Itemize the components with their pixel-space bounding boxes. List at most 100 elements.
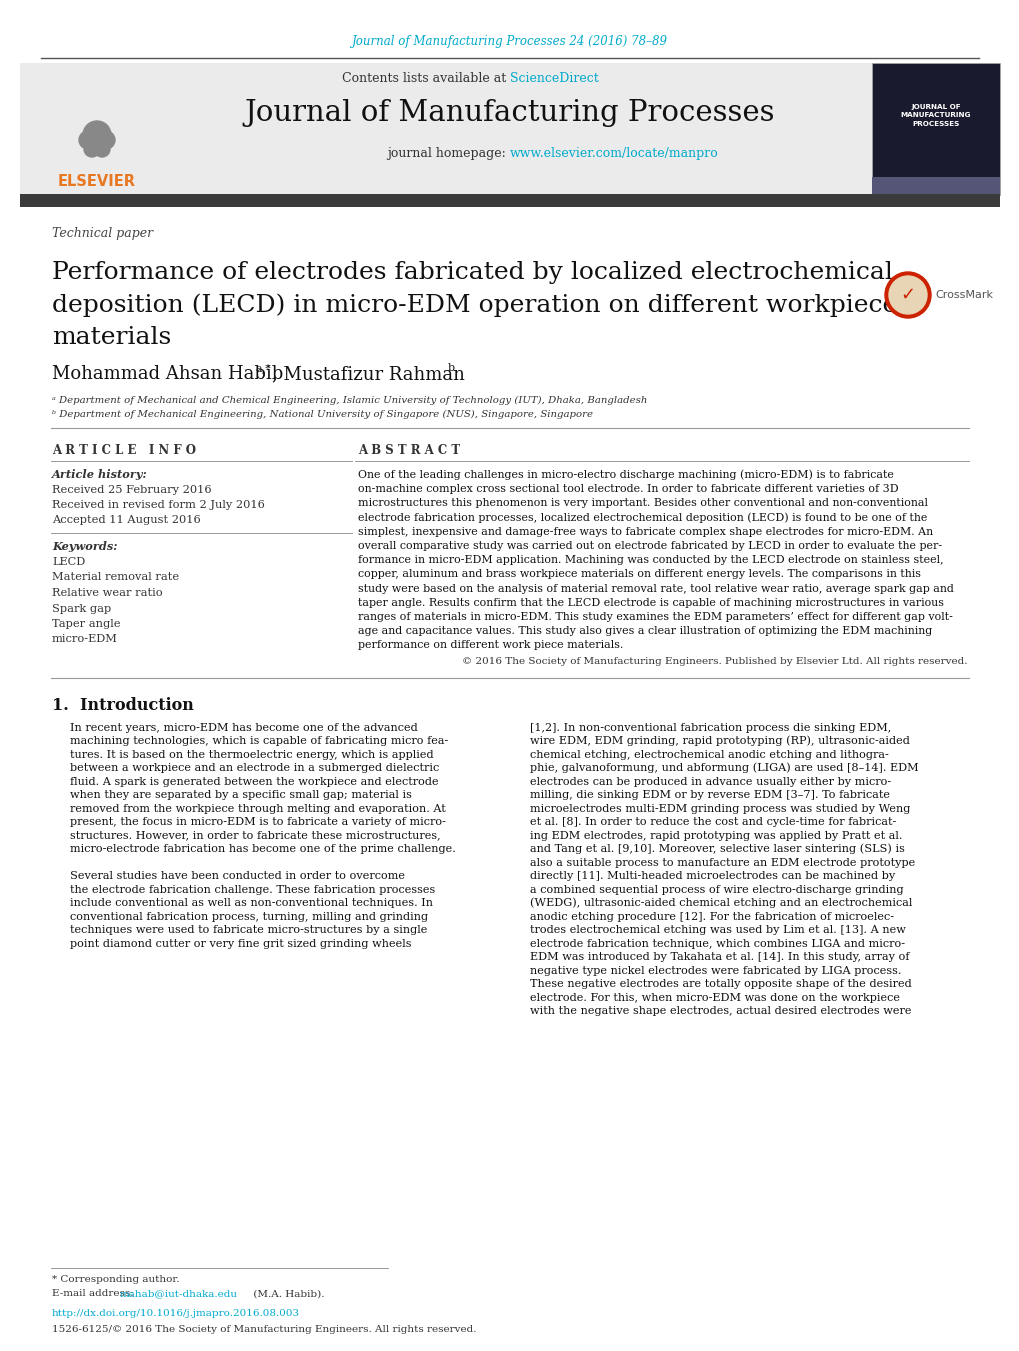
Text: ELSEVIER: ELSEVIER — [58, 174, 136, 189]
Circle shape — [884, 272, 930, 317]
Text: between a workpiece and an electrode in a submerged dielectric: between a workpiece and an electrode in … — [70, 763, 439, 773]
Text: EDM was introduced by Takahata et al. [14]. In this study, array of: EDM was introduced by Takahata et al. [1… — [530, 952, 909, 962]
Text: One of the leading challenges in micro-electro discharge machining (micro-EDM) i: One of the leading challenges in micro-e… — [358, 470, 893, 481]
Text: et al. [8]. In order to reduce the cost and cycle-time for fabricat-: et al. [8]. In order to reduce the cost … — [530, 817, 896, 827]
Bar — [871, 177, 999, 195]
Text: microstructures this phenomenon is very important. Besides other conventional an: microstructures this phenomenon is very … — [358, 499, 927, 508]
Text: electrode fabrication technique, which combines LIGA and micro-: electrode fabrication technique, which c… — [530, 939, 904, 948]
Text: Spark gap: Spark gap — [52, 604, 111, 613]
Text: when they are separated by a specific small gap; material is: when they are separated by a specific sm… — [70, 790, 412, 800]
Circle shape — [94, 141, 110, 157]
Circle shape — [97, 131, 115, 149]
Text: http://dx.doi.org/10.1016/j.jmapro.2016.08.003: http://dx.doi.org/10.1016/j.jmapro.2016.… — [52, 1309, 300, 1317]
Text: These negative electrodes are totally opposite shape of the desired: These negative electrodes are totally op… — [530, 979, 911, 989]
Text: micro-electrode fabrication has become one of the prime challenge.: micro-electrode fabrication has become o… — [70, 844, 455, 854]
Text: Technical paper: Technical paper — [52, 227, 153, 239]
Circle shape — [889, 276, 926, 313]
Text: tures. It is based on the thermoelectric energy, which is applied: tures. It is based on the thermoelectric… — [70, 750, 433, 759]
Text: LECD: LECD — [52, 557, 86, 567]
Text: (M.A. Habib).: (M.A. Habib). — [250, 1289, 324, 1298]
Text: point diamond cutter or very fine grit sized grinding wheels: point diamond cutter or very fine grit s… — [70, 939, 411, 948]
Text: electrode fabrication processes, localized electrochemical deposition (LECD) is : electrode fabrication processes, localiz… — [358, 512, 926, 523]
Text: Material removal rate: Material removal rate — [52, 573, 179, 582]
Text: A B S T R A C T: A B S T R A C T — [358, 443, 460, 457]
Circle shape — [78, 131, 97, 149]
Text: * Corresponding author.: * Corresponding author. — [52, 1275, 179, 1285]
Text: CrossMark: CrossMark — [934, 290, 993, 300]
Text: milling, die sinking EDM or by reverse EDM [3–7]. To fabricate: milling, die sinking EDM or by reverse E… — [530, 790, 890, 800]
Text: the electrode fabrication challenge. These fabrication processes: the electrode fabrication challenge. The… — [70, 885, 435, 894]
Text: journal homepage:: journal homepage: — [387, 146, 510, 159]
Text: Accepted 11 August 2016: Accepted 11 August 2016 — [52, 515, 201, 526]
Text: include conventional as well as non-conventional techniques. In: include conventional as well as non-conv… — [70, 898, 433, 908]
Text: phie, galvanoformung, und abformung (LIGA) are used [8–14]. EDM: phie, galvanoformung, und abformung (LIG… — [530, 763, 918, 773]
Text: Received 25 February 2016: Received 25 February 2016 — [52, 485, 211, 494]
Text: Several studies have been conducted in order to overcome: Several studies have been conducted in o… — [70, 871, 405, 881]
Text: machining technologies, which is capable of fabricating micro fea-: machining technologies, which is capable… — [70, 736, 447, 746]
Text: Relative wear ratio: Relative wear ratio — [52, 588, 162, 598]
Text: chemical etching, electrochemical anodic etching and lithogra-: chemical etching, electrochemical anodic… — [530, 750, 888, 759]
Text: JOURNAL OF
MANUFACTURING
PROCESSES: JOURNAL OF MANUFACTURING PROCESSES — [900, 104, 970, 127]
Text: formance in micro-EDM application. Machining was conducted by the LECD electrode: formance in micro-EDM application. Machi… — [358, 555, 943, 565]
Text: E-mail address:: E-mail address: — [52, 1289, 137, 1298]
Text: , Mustafizur Rahman: , Mustafizur Rahman — [272, 365, 465, 382]
Text: conventional fabrication process, turning, milling and grinding: conventional fabrication process, turnin… — [70, 912, 428, 921]
Text: fluid. A spark is generated between the workpiece and electrode: fluid. A spark is generated between the … — [70, 777, 438, 786]
Text: age and capacitance values. This study also gives a clear illustration of optimi: age and capacitance values. This study a… — [358, 627, 931, 636]
Text: Journal of Manufacturing Processes 24 (2016) 78–89: Journal of Manufacturing Processes 24 (2… — [352, 35, 667, 49]
Text: negative type nickel electrodes were fabricated by LIGA process.: negative type nickel electrodes were fab… — [530, 966, 901, 975]
Text: on-machine complex cross sectional tool electrode. In order to fabricate differe: on-machine complex cross sectional tool … — [358, 484, 898, 494]
Text: electrodes can be produced in advance usually either by micro-: electrodes can be produced in advance us… — [530, 777, 891, 786]
Text: ScienceDirect: ScienceDirect — [510, 72, 598, 85]
Text: trodes electrochemical etching was used by Lim et al. [13]. A new: trodes electrochemical etching was used … — [530, 925, 905, 935]
Bar — [20, 63, 178, 195]
Text: wire EDM, EDM grinding, rapid prototyping (RP), ultrasonic-aided: wire EDM, EDM grinding, rapid prototypin… — [530, 736, 909, 746]
Text: ranges of materials in micro-EDM. This study examines the EDM parameters’ effect: ranges of materials in micro-EDM. This s… — [358, 612, 952, 621]
Text: removed from the workpiece through melting and evaporation. At: removed from the workpiece through melti… — [70, 804, 445, 813]
Text: Taper angle: Taper angle — [52, 619, 120, 630]
Text: © 2016 The Society of Manufacturing Engineers. Published by Elsevier Ltd. All ri: © 2016 The Society of Manufacturing Engi… — [462, 657, 967, 666]
Text: with the negative shape electrodes, actual desired electrodes were: with the negative shape electrodes, actu… — [530, 1006, 911, 1016]
Text: overall comparative study was carried out on electrode fabricated by LECD in ord: overall comparative study was carried ou… — [358, 540, 942, 551]
Text: Received in revised form 2 July 2016: Received in revised form 2 July 2016 — [52, 500, 265, 509]
Text: a combined sequential process of wire electro-discharge grinding: a combined sequential process of wire el… — [530, 885, 903, 894]
Text: electrode. For this, when micro-EDM was done on the workpiece: electrode. For this, when micro-EDM was … — [530, 993, 899, 1002]
Text: 1.  Introduction: 1. Introduction — [52, 697, 194, 715]
Text: micro-EDM: micro-EDM — [52, 635, 118, 644]
Text: Mohammad Ahsan Habib: Mohammad Ahsan Habib — [52, 365, 283, 382]
Text: structures. However, in order to fabricate these microstructures,: structures. However, in order to fabrica… — [70, 831, 440, 840]
Text: Keywords:: Keywords: — [52, 542, 117, 553]
Bar — [20, 63, 999, 195]
Bar — [871, 63, 999, 195]
Text: directly [11]. Multi-headed microelectrodes can be machined by: directly [11]. Multi-headed microelectro… — [530, 871, 895, 881]
Text: and Tang et al. [9,10]. Moreover, selective laser sintering (SLS) is: and Tang et al. [9,10]. Moreover, select… — [530, 844, 904, 854]
Text: a,*: a,* — [256, 363, 271, 373]
Text: A R T I C L E   I N F O: A R T I C L E I N F O — [52, 443, 196, 457]
Circle shape — [84, 141, 100, 157]
Text: Article history:: Article history: — [52, 469, 148, 480]
Text: www.elsevier.com/locate/manpro: www.elsevier.com/locate/manpro — [510, 146, 718, 159]
Text: Journal of Manufacturing Processes: Journal of Manufacturing Processes — [245, 99, 774, 127]
Text: ᵃ Department of Mechanical and Chemical Engineering, Islamic University of Techn: ᵃ Department of Mechanical and Chemical … — [52, 396, 647, 404]
Text: Contents lists available at: Contents lists available at — [341, 72, 510, 85]
Text: present, the focus in micro-EDM is to fabricate a variety of micro-: present, the focus in micro-EDM is to fa… — [70, 817, 445, 827]
Text: performance on different work piece materials.: performance on different work piece mate… — [358, 640, 623, 650]
Text: Performance of electrodes fabricated by localized electrochemical: Performance of electrodes fabricated by … — [52, 261, 892, 284]
Text: ✓: ✓ — [900, 286, 915, 304]
Text: simplest, inexpensive and damage-free ways to fabricate complex shape electrodes: simplest, inexpensive and damage-free wa… — [358, 527, 932, 536]
Text: ᵇ Department of Mechanical Engineering, National University of Singapore (NUS), : ᵇ Department of Mechanical Engineering, … — [52, 409, 592, 419]
Text: materials: materials — [52, 327, 171, 350]
Text: study were based on the analysis of material removal rate, tool relative wear ra: study were based on the analysis of mate… — [358, 584, 953, 593]
Text: copper, aluminum and brass workpiece materials on different energy levels. The c: copper, aluminum and brass workpiece mat… — [358, 569, 920, 580]
Text: b: b — [447, 363, 454, 373]
Text: [1,2]. In non-conventional fabrication process die sinking EDM,: [1,2]. In non-conventional fabrication p… — [530, 723, 891, 732]
Text: 1526-6125/© 2016 The Society of Manufacturing Engineers. All rights reserved.: 1526-6125/© 2016 The Society of Manufact… — [52, 1324, 476, 1333]
Text: deposition (LECD) in micro-EDM operation on different workpiece: deposition (LECD) in micro-EDM operation… — [52, 293, 897, 316]
Text: anodic etching procedure [12]. For the fabrication of microelec-: anodic etching procedure [12]. For the f… — [530, 912, 893, 921]
Text: In recent years, micro-EDM has become one of the advanced: In recent years, micro-EDM has become on… — [70, 723, 418, 732]
Circle shape — [83, 122, 111, 149]
Text: mahab@iut-dhaka.edu: mahab@iut-dhaka.edu — [120, 1289, 237, 1298]
Text: ing EDM electrodes, rapid prototyping was applied by Pratt et al.: ing EDM electrodes, rapid prototyping wa… — [530, 831, 902, 840]
Text: taper angle. Results confirm that the LECD electrode is capable of machining mic: taper angle. Results confirm that the LE… — [358, 597, 943, 608]
Text: microelectrodes multi-EDM grinding process was studied by Weng: microelectrodes multi-EDM grinding proce… — [530, 804, 910, 813]
